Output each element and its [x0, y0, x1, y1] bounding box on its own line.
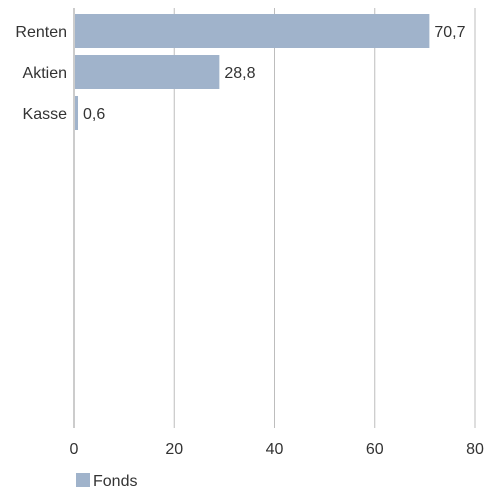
x-tick-label-80: 80 [466, 441, 484, 458]
bar-renten [75, 14, 430, 48]
category-label-renten: Renten [15, 24, 67, 41]
x-tick-label-0: 0 [70, 441, 79, 458]
category-label-aktien: Aktien [23, 65, 67, 82]
bars [75, 14, 430, 130]
category-label-kasse: Kasse [23, 106, 68, 123]
labels: 0 20 40 60 80 Renten 70,7 Aktien 28,8 Kasse 0,6 [15, 24, 484, 458]
legend-label-fonds: Fonds [93, 473, 137, 490]
legend: Fonds [76, 473, 137, 490]
bar-kasse [75, 96, 79, 130]
value-label-kasse: 0,6 [83, 106, 105, 123]
bar-aktien [75, 55, 220, 89]
value-label-renten: 70,7 [434, 24, 465, 41]
x-tick-label-40: 40 [266, 441, 284, 458]
value-label-aktien: 28,8 [224, 65, 255, 82]
legend-swatch-fonds [76, 473, 90, 487]
grid-lines [173, 8, 476, 428]
x-tick-label-60: 60 [366, 441, 384, 458]
x-tick-label-20: 20 [165, 441, 183, 458]
